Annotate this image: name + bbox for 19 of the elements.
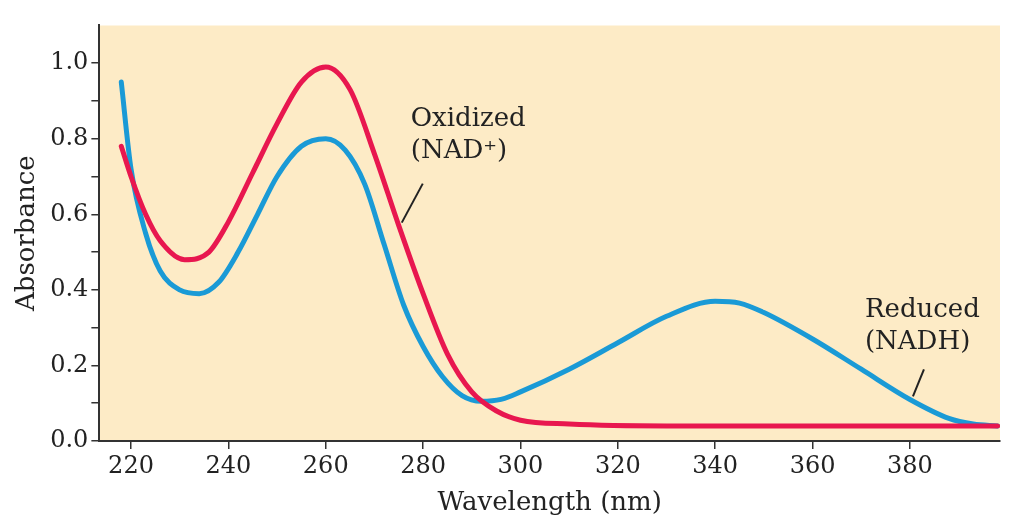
x-tick-label: 340 <box>692 450 739 479</box>
y-tick-label: 0.6 <box>50 198 89 227</box>
x-tick-label: 260 <box>302 450 349 479</box>
x-axis-title: Wavelength (nm) <box>437 486 662 517</box>
y-tick-label: 1.0 <box>50 47 89 76</box>
x-tick-label: 360 <box>789 450 836 479</box>
y-tick-label: 0.8 <box>50 122 89 151</box>
y-tick-label: 0.0 <box>50 425 89 454</box>
x-tick-label: 320 <box>594 450 641 479</box>
series-label: Oxidized (NAD⁺) <box>410 101 526 164</box>
x-tick-label: 280 <box>400 450 447 479</box>
y-tick-label: 0.4 <box>50 274 89 303</box>
y-axis-title: Absorbance <box>10 155 41 313</box>
x-tick-label: 380 <box>887 450 933 479</box>
series-label: Reduced (NADH) <box>864 293 980 356</box>
x-tick-label: 220 <box>108 450 154 479</box>
x-tick-label: 240 <box>205 450 252 479</box>
y-tick-label: 0.2 <box>50 349 89 378</box>
x-tick-label: 300 <box>497 450 544 479</box>
